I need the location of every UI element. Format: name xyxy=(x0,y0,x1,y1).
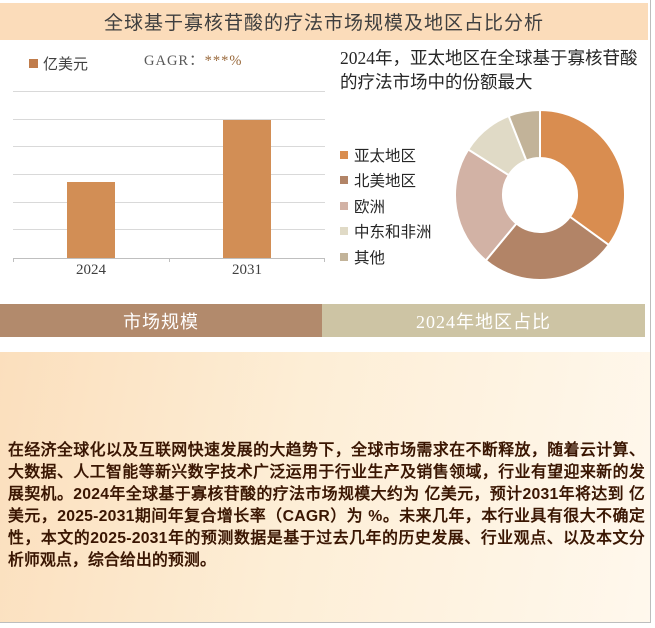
donut-legend-item-亚太地区: 亚太地区 xyxy=(340,142,432,168)
tab-band: 市场规模 2024年地区占比 xyxy=(0,304,645,337)
bar-legend: 亿美元 xyxy=(29,53,88,74)
donut-legend-item-其他: 其他 xyxy=(340,244,432,270)
axis-tick xyxy=(13,258,14,262)
summary-panel: 在经济全球化以及互联网快速发展的大趋势下，全球市场需求在不断释放，随着云计算、大… xyxy=(0,352,651,622)
bar-2024 xyxy=(67,181,115,258)
legend-label: 亚太地区 xyxy=(354,147,417,165)
legend-marker-icon xyxy=(340,201,348,210)
cagr-label: GAGR：***% xyxy=(144,49,242,70)
donut-heading: 2024年，亚太地区在全球基于寡核苷酸的疗法市场中的份额最大 xyxy=(340,48,638,92)
page-title: 全球基于寡核苷酸的疗法市场规模及地区占比分析 xyxy=(103,13,544,34)
tab-region-share[interactable]: 2024年地区占比 xyxy=(322,304,645,337)
gridline xyxy=(13,201,325,203)
donut-chart xyxy=(454,108,626,281)
legend-marker-icon xyxy=(340,150,348,159)
donut-panel: 2024年，亚太地区在全球基于寡核苷酸的疗法市场中的份额最大 亚太地区北美地区欧… xyxy=(330,40,652,302)
donut-slice-欧洲 xyxy=(454,148,518,262)
axis-tick xyxy=(169,258,170,262)
bar-legend-label: 亿美元 xyxy=(43,57,89,73)
donut-slice-亚太地区 xyxy=(539,108,626,247)
tab-market-size[interactable]: 市场规模 xyxy=(0,304,322,337)
legend-marker-icon xyxy=(340,176,348,185)
donut-legend-item-中东和非洲: 中东和非洲 xyxy=(340,219,432,245)
gridline xyxy=(13,90,325,92)
legend-label: 欧洲 xyxy=(354,198,386,216)
donut-legend: 亚太地区北美地区欧洲中东和非洲其他 xyxy=(340,142,432,270)
bar-legend-marker-icon xyxy=(29,59,38,68)
title-bar: 全球基于寡核苷酸的疗法市场规模及地区占比分析 xyxy=(0,3,648,40)
summary-text: 在经济全球化以及互联网快速发展的大趋势下，全球市场需求在不断释放，随着云计算、大… xyxy=(8,442,645,569)
legend-marker-icon xyxy=(340,252,348,261)
legend-label: 其他 xyxy=(354,249,386,267)
x-axis-label-2031: 2031 xyxy=(232,262,262,278)
donut-slice-北美地区 xyxy=(484,215,611,281)
legend-marker-icon xyxy=(340,227,348,236)
donut-legend-item-欧洲: 欧洲 xyxy=(340,193,432,219)
donut-slice-其他 xyxy=(507,108,541,162)
gridline xyxy=(13,146,325,148)
bar-chart xyxy=(13,85,325,262)
cagr-masked-value: ***% xyxy=(204,53,243,69)
donut-legend-item-北美地区: 北美地区 xyxy=(340,168,432,194)
cagr-prefix: GAGR： xyxy=(144,53,205,69)
axis-tick xyxy=(324,258,325,262)
legend-label: 北美地区 xyxy=(354,173,417,191)
gridline xyxy=(13,229,325,231)
x-axis-label-2024: 2024 xyxy=(76,262,106,278)
legend-label: 中东和非洲 xyxy=(354,224,432,242)
gridline xyxy=(13,173,325,175)
gridline xyxy=(13,118,325,120)
bar-chart-panel: 亿美元 GAGR：***% 2024 2031 xyxy=(0,40,330,302)
bar-2031 xyxy=(223,119,271,258)
